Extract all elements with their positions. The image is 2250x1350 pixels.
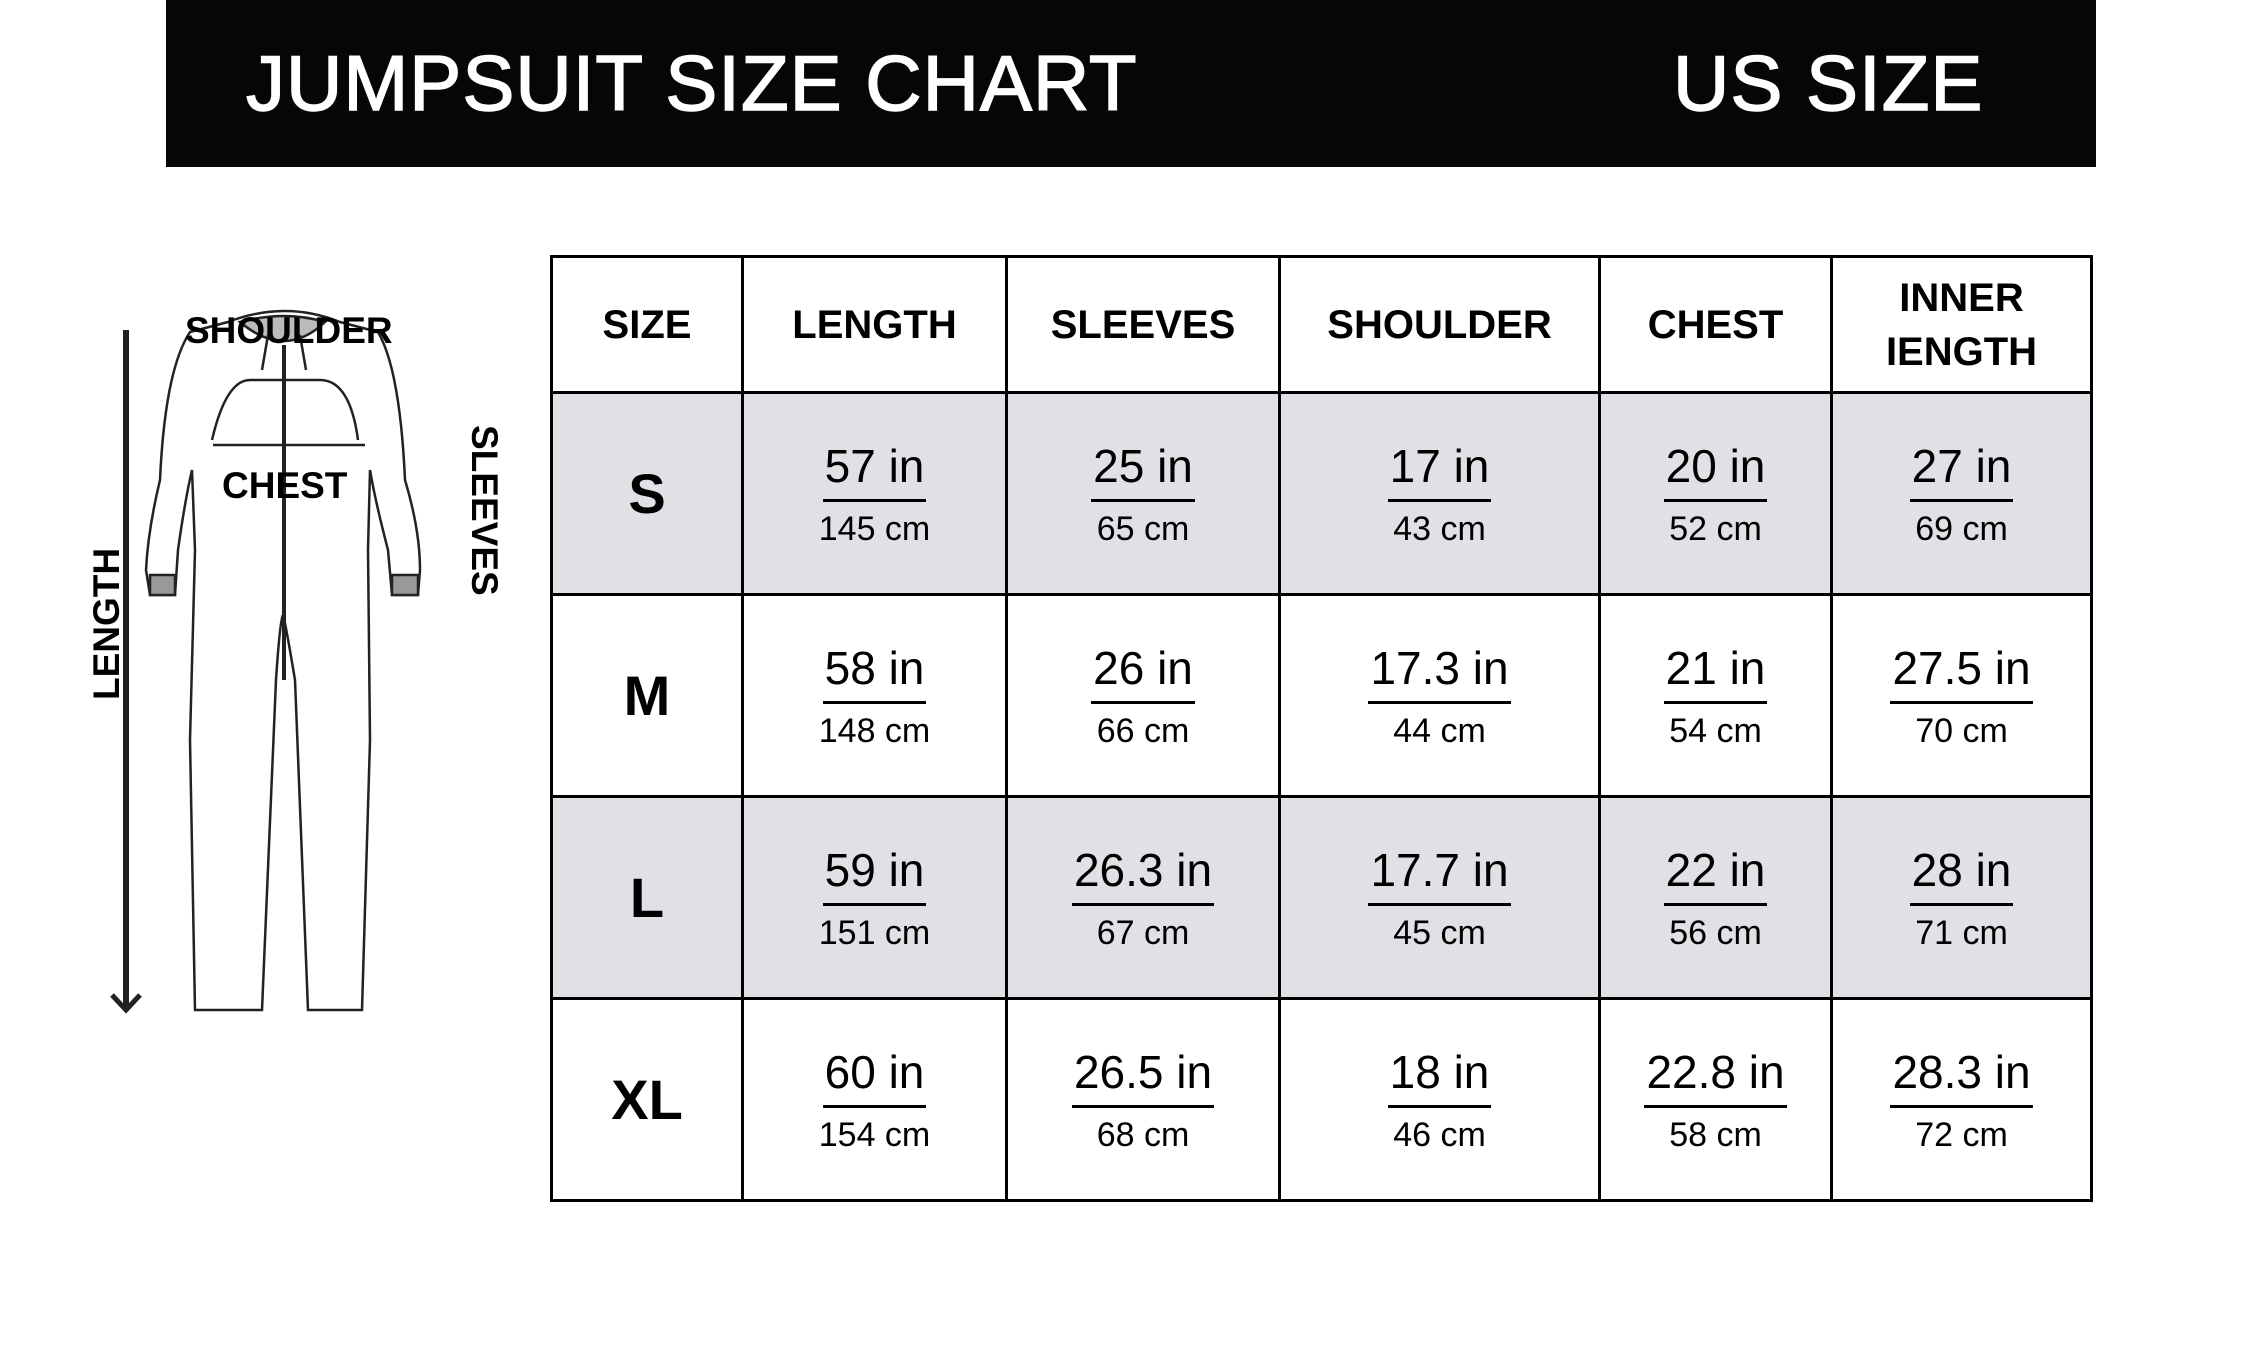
cm-value: 148 cm xyxy=(818,711,931,750)
cm-value: 71 cm xyxy=(1915,913,2008,952)
header-banner: JUMPSUIT SIZE CHART US SIZE xyxy=(166,0,2096,167)
table-row: XL 60 in 154 cm 26.5 in 68 cm 18 in 46 cm 22.8 … xyxy=(550,997,2093,1202)
length-label: LENGTH xyxy=(86,547,127,700)
measure-cell: 17 in 43 cm xyxy=(1278,391,1601,596)
inch-value: 20 in xyxy=(1663,439,1768,502)
cm-value: 43 cm xyxy=(1393,509,1486,548)
cm-value: 65 cm xyxy=(1096,509,1190,548)
measure-cell: 27 in 69 cm xyxy=(1830,391,2093,596)
chart-title: JUMPSUIT SIZE CHART xyxy=(245,38,1138,128)
cm-value: 58 cm xyxy=(1669,1115,1762,1154)
cm-value: 145 cm xyxy=(818,509,931,548)
inch-value: 25 in xyxy=(1091,439,1195,502)
measure-cell: 18 in 46 cm xyxy=(1278,997,1601,1202)
inch-value: 26.3 in xyxy=(1071,843,1215,906)
measure-cell: 60 in 154 cm xyxy=(741,997,1008,1202)
sleeves-label: SLEEVES xyxy=(464,425,505,596)
cm-value: 154 cm xyxy=(818,1115,931,1154)
cm-value: 45 cm xyxy=(1393,913,1486,952)
inch-value: 18 in xyxy=(1387,1045,1492,1108)
measure-cell: 22 in 56 cm xyxy=(1598,795,1833,1000)
inch-value: 26 in xyxy=(1091,641,1195,704)
cm-value: 72 cm xyxy=(1915,1115,2008,1154)
measure-cell: 58 in 148 cm xyxy=(741,593,1008,798)
measure-cell: 17.3 in 44 cm xyxy=(1278,593,1601,798)
cm-value: 70 cm xyxy=(1915,711,2008,750)
size-cell: M xyxy=(550,593,744,798)
shoulder-label: SHOULDER xyxy=(185,310,393,351)
measure-cell: 26.5 in 68 cm xyxy=(1005,997,1281,1202)
measure-cell: 22.8 in 58 cm xyxy=(1598,997,1833,1202)
cm-value: 46 cm xyxy=(1393,1115,1486,1154)
measure-cell: 59 in 151 cm xyxy=(741,795,1008,1000)
col-shoulder: SHOULDER xyxy=(1278,255,1601,394)
inch-value: 60 in xyxy=(822,1045,927,1108)
inch-value: 28.3 in xyxy=(1890,1045,2033,1108)
measure-cell: 28 in 71 cm xyxy=(1830,795,2093,1000)
measure-cell: 21 in 54 cm xyxy=(1598,593,1833,798)
measure-cell: 25 in 65 cm xyxy=(1005,391,1281,596)
inch-value: 28 in xyxy=(1909,843,2014,906)
table-row: S 57 in 145 cm 25 in 65 cm 17 in 43 cm 20 in 52 … xyxy=(550,391,2093,596)
inch-value: 57 in xyxy=(822,439,927,502)
inch-value: 17.7 in xyxy=(1368,843,1511,906)
inch-value: 22.8 in xyxy=(1644,1045,1787,1108)
cm-value: 54 cm xyxy=(1669,711,1762,750)
cm-value: 66 cm xyxy=(1096,711,1190,750)
col-length: LENGTH xyxy=(741,255,1008,394)
col-chest: CHEST xyxy=(1598,255,1833,394)
col-sleeves: SLEEVES xyxy=(1005,255,1281,394)
measure-cell: 28.3 in 72 cm xyxy=(1830,997,2093,1202)
cm-value: 151 cm xyxy=(818,913,931,952)
measure-cell: 17.7 in 45 cm xyxy=(1278,795,1601,1000)
inch-value: 59 in xyxy=(822,843,927,906)
col-inner-length: INNER IENGTH xyxy=(1830,255,2093,394)
measure-cell: 26.3 in 67 cm xyxy=(1005,795,1281,1000)
measure-cell: 26 in 66 cm xyxy=(1005,593,1281,798)
cm-value: 44 cm xyxy=(1393,711,1486,750)
chest-label: CHEST xyxy=(222,465,348,506)
inch-value: 21 in xyxy=(1663,641,1768,704)
size-cell: S xyxy=(550,391,744,596)
cm-value: 69 cm xyxy=(1915,509,2008,548)
size-cell: XL xyxy=(550,997,744,1202)
cm-value: 67 cm xyxy=(1096,913,1190,952)
cm-value: 52 cm xyxy=(1669,509,1762,548)
size-table: SIZE LENGTH SLEEVES SHOULDER CHEST INNER… xyxy=(550,255,2093,1202)
measure-cell: 20 in 52 cm xyxy=(1598,391,1833,596)
measure-cell: 27.5 in 70 cm xyxy=(1830,593,2093,798)
table-row: M 58 in 148 cm 26 in 66 cm 17.3 in 44 cm 21 in 5… xyxy=(550,593,2093,798)
region-label: US SIZE xyxy=(1672,38,1984,128)
inch-value: 22 in xyxy=(1663,843,1768,906)
jumpsuit-illustration xyxy=(110,309,422,1014)
cm-value: 56 cm xyxy=(1669,913,1762,952)
inch-value: 17 in xyxy=(1387,439,1492,502)
cm-value: 68 cm xyxy=(1096,1115,1190,1154)
table-row: L 59 in 151 cm 26.3 in 67 cm 17.7 in 45 cm 22 i… xyxy=(550,795,2093,1000)
header-row: SIZE LENGTH SLEEVES SHOULDER CHEST INNER… xyxy=(550,255,2093,394)
inch-value: 27 in xyxy=(1909,439,2014,502)
inch-value: 17.3 in xyxy=(1368,641,1511,704)
inch-value: 26.5 in xyxy=(1071,1045,1215,1108)
jumpsuit-figure: SHOULDER CHEST SLEEVES LENGTH xyxy=(0,250,550,1150)
measure-cell: 57 in 145 cm xyxy=(741,391,1008,596)
size-cell: L xyxy=(550,795,744,1000)
inch-value: 58 in xyxy=(822,641,927,704)
col-size: SIZE xyxy=(550,255,744,394)
inch-value: 27.5 in xyxy=(1890,641,2033,704)
